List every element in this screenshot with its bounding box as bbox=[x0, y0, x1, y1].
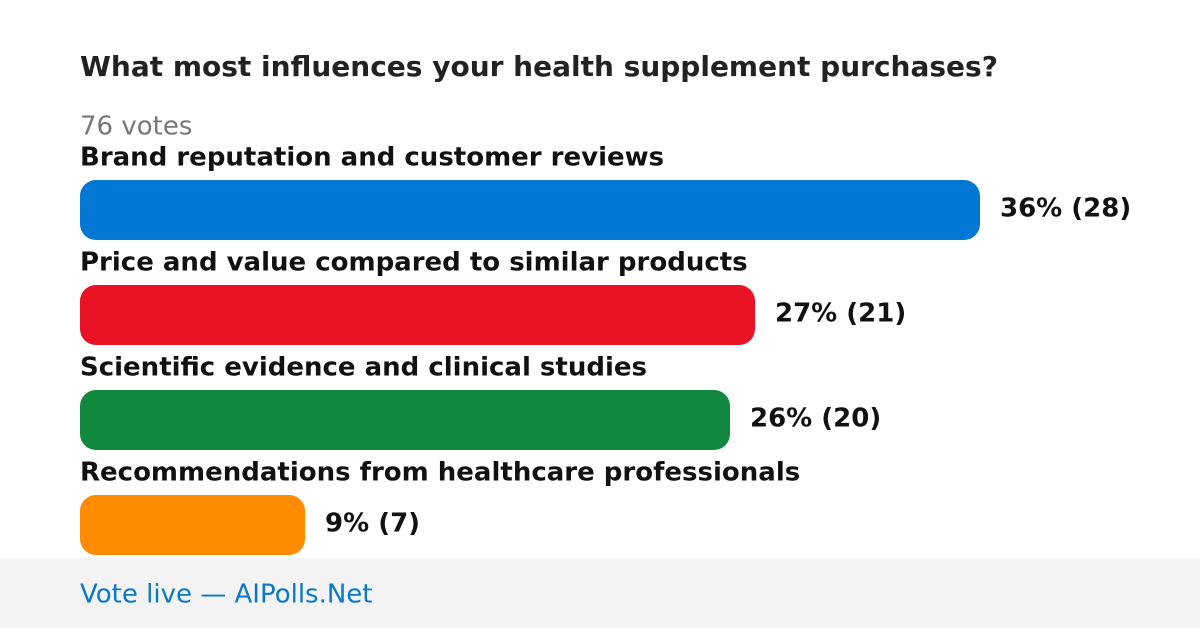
value-label: 36% (28) bbox=[1000, 194, 1131, 224]
vote-count: 76 votes bbox=[80, 112, 192, 142]
bar bbox=[80, 390, 730, 450]
value-label: 9% (7) bbox=[325, 509, 420, 539]
bar bbox=[80, 495, 305, 555]
poll-title: What most influences your health supplem… bbox=[80, 50, 998, 83]
option-label: Scientific evidence and clinical studies bbox=[80, 353, 647, 383]
footer-bar bbox=[0, 558, 1200, 628]
bar bbox=[80, 285, 755, 345]
footer-link[interactable]: Vote live — AIPolls.Net bbox=[80, 580, 373, 610]
option-label: Brand reputation and customer reviews bbox=[80, 143, 664, 173]
value-label: 26% (20) bbox=[750, 404, 881, 434]
option-label: Recommendations from healthcare professi… bbox=[80, 458, 800, 488]
value-label: 27% (21) bbox=[775, 299, 906, 329]
bar bbox=[80, 180, 980, 240]
option-label: Price and value compared to similar prod… bbox=[80, 248, 748, 278]
